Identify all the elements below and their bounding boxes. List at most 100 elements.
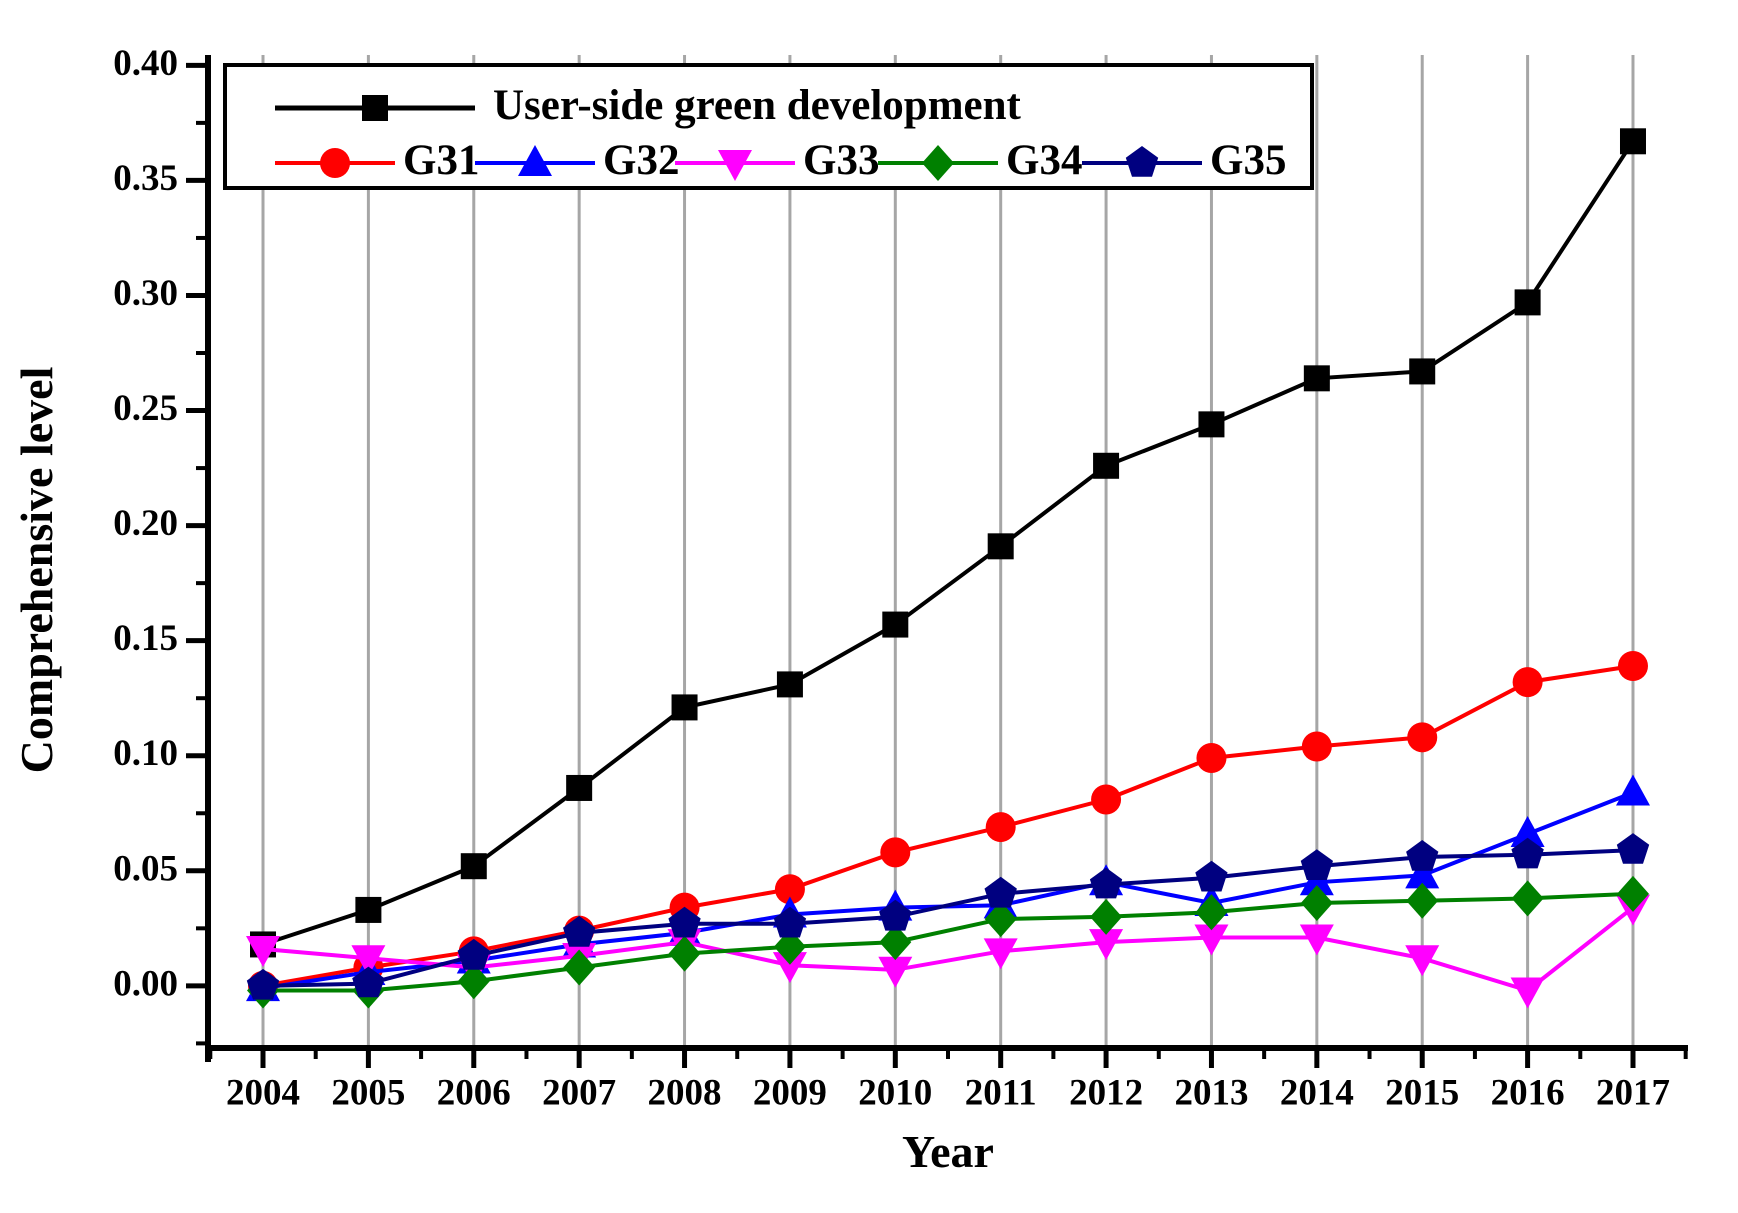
- x-tick-label-2017: 2017: [1596, 1072, 1670, 1113]
- series-g33-marker-2016: [1510, 977, 1545, 1009]
- series-g33-marker-2010: [878, 956, 913, 988]
- series-user-side-green-development-marker-2012: [1093, 452, 1120, 479]
- series-user-side-green-development-marker-2013: [1198, 411, 1225, 438]
- y-tick-label-0.15: 0.15: [113, 618, 178, 659]
- legend-label-g33: G33: [803, 137, 879, 184]
- y-tick-label-0.20: 0.20: [113, 503, 178, 544]
- series-g32-marker-2017: [1615, 774, 1650, 806]
- series-g31-marker-2015: [1407, 722, 1438, 753]
- legend-label-g34: G34: [1006, 137, 1082, 184]
- series-user-side-green-development-marker-2014: [1303, 365, 1330, 392]
- legend-marker-g35: [1125, 146, 1159, 177]
- series-user-side-green-development-marker-2006: [460, 853, 487, 880]
- series-g34-marker-2015: [1406, 882, 1439, 919]
- y-tick-label-0.10: 0.10: [113, 733, 178, 774]
- legend-label-g32: G32: [603, 137, 679, 184]
- series-user-side-green-development-marker-2015: [1409, 358, 1436, 385]
- series-g34-marker-2006: [457, 963, 490, 1000]
- legend-marker-g33: [718, 150, 752, 181]
- x-tick-label-2012: 2012: [1069, 1072, 1143, 1113]
- series-g33-marker-2015: [1405, 945, 1440, 977]
- x-tick-label-2010: 2010: [858, 1072, 932, 1113]
- series-g31-marker-2017: [1617, 650, 1648, 681]
- series-g35-marker-2005: [352, 966, 385, 998]
- legend-label-g35: G35: [1210, 137, 1286, 184]
- x-axis-title: Year: [902, 1126, 994, 1177]
- series-g32-marker-2015: [1405, 857, 1440, 889]
- series-g31-marker-2012: [1091, 784, 1122, 815]
- series-user-side-green-development-marker-2005: [355, 896, 382, 923]
- series-user-side-green-development-marker-2010: [882, 611, 909, 638]
- y-tick-label-0.35: 0.35: [113, 158, 178, 199]
- series-g33-marker-2012: [1089, 929, 1124, 961]
- series-layer: [246, 128, 1650, 1009]
- series-g33-marker-2005: [351, 945, 386, 977]
- x-tick-label-2004: 2004: [226, 1072, 300, 1113]
- series-g33-marker-2004: [246, 936, 281, 968]
- x-tick-label-2013: 2013: [1174, 1072, 1248, 1113]
- series-user-side-green-development-marker-2009: [776, 671, 803, 698]
- series-g32-marker-2016: [1510, 815, 1545, 847]
- x-tick-label-2007: 2007: [542, 1072, 616, 1113]
- series-g34-marker-2009: [773, 928, 806, 965]
- series-g35-marker-2012: [1089, 867, 1123, 899]
- series-g31-marker-2014: [1301, 731, 1332, 762]
- legend-label-user-side: User-side green development: [493, 82, 1022, 129]
- series-user-side-green-development-line: [262, 140, 1635, 947]
- y-tick-label-0.30: 0.30: [113, 273, 178, 314]
- series-g33-marker-2013: [1194, 924, 1229, 956]
- series-g34-marker-2010: [879, 924, 912, 961]
- legend-label-g31: G31: [403, 137, 479, 184]
- series-g33-marker-2009: [772, 952, 807, 984]
- series-g31-marker-2013: [1196, 743, 1227, 774]
- series-g35-marker-2006: [457, 938, 490, 970]
- series-g35-marker-2004: [246, 968, 280, 1000]
- legend-marker-g31: [320, 148, 350, 178]
- series-g35-marker-2017: [1616, 833, 1650, 864]
- x-tick-label-2006: 2006: [437, 1072, 511, 1113]
- series-g33-marker-2014: [1299, 924, 1334, 956]
- series-g34-marker-2011: [984, 901, 1017, 938]
- series-g34-marker-2016: [1511, 880, 1544, 917]
- series-user-side-green-development-marker-2011: [987, 533, 1014, 560]
- series-g35-marker-2014: [1300, 849, 1333, 880]
- series-g34-marker-2007: [563, 949, 596, 986]
- series-g34-marker-2012: [1090, 898, 1123, 935]
- series-g35-marker-2008: [668, 906, 701, 938]
- y-tick-label-0.05: 0.05: [113, 848, 178, 889]
- series-g35-marker-2010: [879, 899, 912, 931]
- y-tick-label-0.00: 0.00: [113, 963, 178, 1004]
- series-g33-line: [262, 906, 1635, 993]
- series-g35-marker-2015: [1406, 840, 1439, 871]
- series-g33-marker-2011: [983, 938, 1018, 970]
- x-tick-label-2009: 2009: [753, 1072, 827, 1113]
- series-g34-marker-2008: [668, 935, 701, 972]
- x-tick-label-2005: 2005: [331, 1072, 405, 1113]
- y-axis-title: Comprehensive level: [11, 367, 62, 774]
- series-g31-marker-2016: [1512, 667, 1543, 698]
- series-g35-line: [262, 848, 1634, 988]
- series-g35-marker-2011: [984, 876, 1017, 908]
- series-g35-marker-2007: [563, 915, 596, 947]
- legend-marker-user-side: [362, 95, 388, 121]
- series-g31-marker-2011: [985, 812, 1016, 843]
- x-tick-label-2015: 2015: [1385, 1072, 1459, 1113]
- series-g34-marker-2017: [1616, 875, 1649, 912]
- series-g35-marker-2016: [1511, 837, 1544, 869]
- series-g34-line: [263, 891, 1634, 993]
- y-tick-label-0.25: 0.25: [113, 388, 178, 429]
- series-user-side-green-development-marker-2016: [1514, 289, 1541, 316]
- series-g31-marker-2010: [880, 837, 911, 868]
- series-user-side-green-development-marker-2017: [1619, 128, 1646, 155]
- series-g34-marker-2014: [1300, 885, 1333, 922]
- series-g31-line: [262, 664, 1634, 988]
- x-tick-label-2016: 2016: [1491, 1072, 1565, 1113]
- x-tick-label-2008: 2008: [648, 1072, 722, 1113]
- legend-marker-g34: [922, 145, 954, 181]
- series-g35-marker-2009: [773, 906, 807, 938]
- axes-layer: 0.00 0.05 0.10 0.15 0.20 0.25 0.30 0.35 0.40 2004…: [113, 43, 1688, 1113]
- series-g34-marker-2013: [1195, 894, 1228, 931]
- y-tick-label-0.40: 0.40: [113, 43, 178, 84]
